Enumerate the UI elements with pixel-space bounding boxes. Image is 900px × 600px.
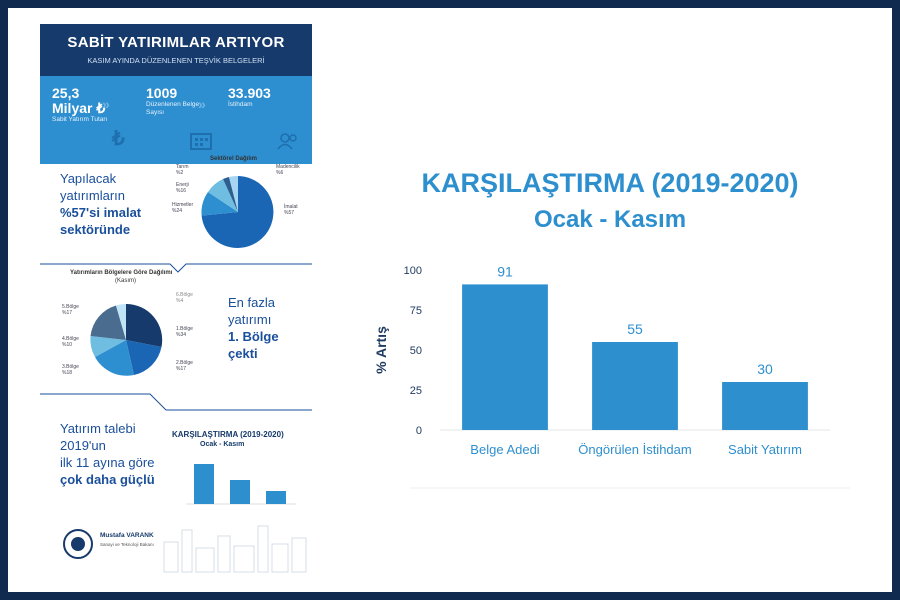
y-tick-label: 25 <box>410 385 422 397</box>
region-text-line2: yatırımı <box>228 312 272 327</box>
demand-text-line2: 2019'un <box>60 438 106 453</box>
demand-text-line4: çok daha güçlü <box>60 472 155 487</box>
mini-chart <box>186 464 296 505</box>
region-text-line1: En fazla <box>228 295 275 310</box>
chart-title: KARŞILAŞTIRMA (2019-2020) <box>421 168 799 198</box>
y-tick-label: 75 <box>410 305 422 317</box>
y-tick-label: 50 <box>410 345 422 357</box>
stat-employment-label: İstihdam <box>228 101 253 108</box>
region-pie <box>90 303 163 376</box>
mini-chart-title: KARŞILAŞTIRMA (2019-2020) <box>172 430 284 439</box>
bar <box>462 284 548 430</box>
section-divider <box>40 263 312 273</box>
bar-value-label: 55 <box>627 321 643 337</box>
bar <box>592 342 678 430</box>
stats-strip: 25,3 Milyar ₺ Sabit Yatırım Tutarı ₺ » 1… <box>40 76 312 164</box>
people-icon <box>276 132 300 156</box>
infographic-header: SABİT YATIRIMLAR ARTIYOR KASIM AYINDA DÜ… <box>40 24 312 76</box>
region-text: En fazla yatırımı 1. Bölge çekti <box>228 294 279 362</box>
demand-text: Yatırım talebi 2019'un ilk 11 ayına göre… <box>60 420 155 488</box>
region-pie-title: Yatırımların Bölgelere Göre Dağılımı <box>70 270 173 276</box>
region-label-6: 6.Bölge %4 <box>176 292 193 304</box>
mini-bar-belge <box>194 464 214 504</box>
stat-documents-label2: Sayısı <box>146 109 165 116</box>
region-text-line4: çekti <box>228 346 258 361</box>
sector-label-enerji: Enerji %16 <box>176 182 189 194</box>
bar-value-label: 91 <box>497 263 513 279</box>
footer-name: Mustafa VARANK <box>100 532 154 539</box>
sector-text-line2: yatırımların <box>60 188 126 203</box>
sector-text-line3: %57'si imalat <box>60 205 142 220</box>
region-label-1: 1.Bölge %34 <box>176 326 193 338</box>
stat-investment: 25,3 Milyar ₺ Sabit Yatırım Tutarı <box>52 86 107 124</box>
chevron-right-icon: » <box>102 96 110 112</box>
ministry-logo <box>63 529 93 559</box>
sector-pie <box>201 175 274 248</box>
bar-chart: 0 25 50 75 100 % Artış 91 Belge Adedi 55 Öngörüle… <box>373 263 850 489</box>
sector-label-imalat: İmalat %57 <box>284 204 298 216</box>
y-tick-label: 0 <box>416 425 422 437</box>
sector-label-madencilik: Madencilik %6 <box>276 164 300 176</box>
sector-label-tarim: Tarım %2 <box>176 164 189 176</box>
stat-investment-value: 25,3 <box>52 85 80 101</box>
stat-documents-label: Düzenlenen Belge <box>146 101 200 108</box>
section-divider <box>40 393 312 411</box>
stat-investment-label: Sabit Yatırım Tutarı <box>52 116 108 123</box>
x-tick-label: Belge Adedi <box>470 442 540 457</box>
region-label-5: 5.Bölge %17 <box>62 304 79 316</box>
lira-icon: ₺ <box>112 128 125 150</box>
city-skyline <box>163 525 307 573</box>
region-label-4: 4.Bölge %10 <box>62 336 79 348</box>
y-tick-label: 100 <box>404 265 422 277</box>
mini-bar-istihdam <box>230 480 250 504</box>
bar-value-label: 30 <box>757 361 773 377</box>
demand-text-line3: ilk 11 ayına göre <box>60 455 155 470</box>
infographic-subtitle: KASIM AYINDA DÜZENLENEN TEŞVİK BELGELERİ <box>87 56 265 65</box>
stat-employment-value: 33.903 <box>228 85 271 101</box>
bar <box>722 382 808 430</box>
sector-pie-title: Sektörel Dağılım <box>210 156 258 162</box>
sector-text-line4: sektöründe <box>60 222 131 237</box>
region-label-2: 2.Bölge %17 <box>176 360 193 372</box>
stat-investment-unit: Milyar ₺ <box>52 100 106 116</box>
stat-employment: 33.903 İstihdam <box>228 86 271 109</box>
y-axis-label: % Artış <box>373 326 389 374</box>
sector-label-hizmetler: Hizmetler %24 <box>172 202 194 214</box>
sector-text: Yapılacak yatırımların %57'si imalat sek… <box>60 170 141 238</box>
x-tick-label: Öngörülen İstihdam <box>578 442 691 457</box>
infographic-panel: SABİT YATIRIMLAR ARTIYOR KASIM AYINDA DÜ… <box>40 24 312 576</box>
chart-subtitle: Ocak - Kasım <box>533 206 687 233</box>
infographic-title: SABİT YATIRIMLAR ARTIYOR <box>67 34 285 51</box>
region-label-3: 3.Bölge %18 <box>62 364 79 376</box>
region-pie-subtitle: (Kasım) <box>115 278 136 284</box>
x-tick-label: Sabit Yatırım <box>728 442 802 457</box>
sector-text-line1: Yapılacak <box>60 171 117 186</box>
building-icon <box>190 132 212 156</box>
mini-bar-yatirim <box>266 491 286 504</box>
mini-chart-subtitle: Ocak - Kasım <box>200 441 245 448</box>
stat-documents: 1009 Düzenlenen Belge Sayısı <box>146 86 199 117</box>
chevron-right-icon: » <box>198 96 206 112</box>
stat-documents-value: 1009 <box>146 85 178 101</box>
demand-text-line1: Yatırım talebi <box>60 421 136 436</box>
footer-subtitle: Sanayi ve Teknoloji Bakanı <box>100 542 154 547</box>
region-text-line3: 1. Bölge <box>228 329 279 344</box>
